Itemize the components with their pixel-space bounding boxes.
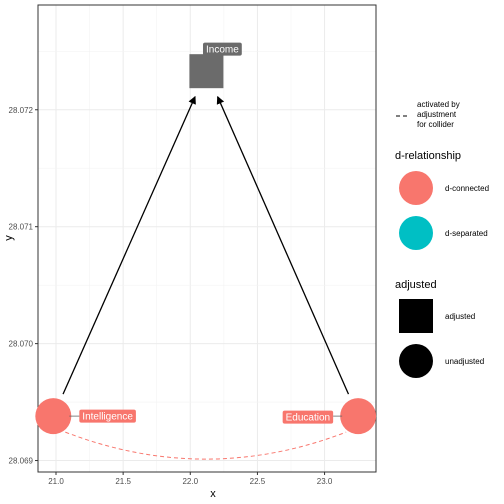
node-intelligence — [35, 398, 72, 435]
x-tick-label: 22.0 — [182, 477, 198, 486]
x-tick-label: 23.0 — [317, 477, 333, 486]
x-tick-label: 21.0 — [48, 477, 64, 486]
y-tick-label: 28.069 — [9, 457, 34, 466]
node-labels-layer: Intelligence Education Income — [69, 42, 343, 424]
legend-linetype-label: activated by adjustment for collider — [417, 100, 462, 129]
edge-collider-activated — [65, 431, 347, 460]
nodes-layer — [35, 54, 377, 435]
legend-adjusted-label: adjusted — [445, 312, 475, 321]
node-income — [189, 54, 224, 89]
panel-border — [37, 4, 377, 473]
node-label-intelligence: Intelligence — [69, 409, 136, 423]
node-label-box — [79, 409, 136, 423]
node-label-text: Intelligence — [82, 412, 133, 423]
node-label-box — [282, 410, 334, 424]
y-tick-label: 28.071 — [9, 223, 34, 232]
node-label-text: Education — [286, 413, 330, 424]
edge-education-to-income — [216, 95, 350, 395]
node-label-text: Income — [206, 45, 239, 56]
legend-adjusted: adjusted adjusted unadjusted — [395, 279, 484, 378]
legend-adjusted-title: adjusted — [395, 279, 437, 291]
node-education — [340, 398, 377, 435]
edges-layer — [62, 95, 350, 460]
x-axis-title: x — [210, 488, 216, 500]
legend-d-separated-label: d-separated — [445, 229, 488, 238]
node-label-education: Education — [282, 410, 343, 424]
legend-unadjusted-key — [399, 344, 433, 378]
y-axis-title: y — [3, 235, 15, 241]
legend-d-separated-key — [399, 216, 433, 250]
grid-lines — [38, 5, 376, 472]
axis-ticks: 21.0 21.5 22.0 22.5 23.0 28.069 28.070 28.071 28… — [9, 106, 333, 486]
node-label-box — [202, 42, 242, 56]
x-tick-label: 22.5 — [250, 477, 266, 486]
x-tick-label: 21.5 — [115, 477, 131, 486]
legend-adjusted-key — [399, 299, 433, 333]
edge-intelligence-to-income — [62, 95, 196, 395]
y-tick-label: 28.072 — [9, 106, 34, 115]
legend-linetype: activated by adjustment for collider — [396, 100, 462, 129]
legend-d-relationship-title: d-relationship — [395, 150, 461, 162]
node-label-income: Income — [202, 42, 242, 56]
legend-unadjusted-label: unadjusted — [445, 357, 484, 366]
y-tick-label: 28.070 — [9, 340, 34, 349]
legend-d-connected-label: d-connected — [445, 184, 489, 193]
legend-d-connected-key — [399, 171, 433, 205]
legend-d-relationship: d-relationship d-connected d-separated — [395, 150, 489, 250]
